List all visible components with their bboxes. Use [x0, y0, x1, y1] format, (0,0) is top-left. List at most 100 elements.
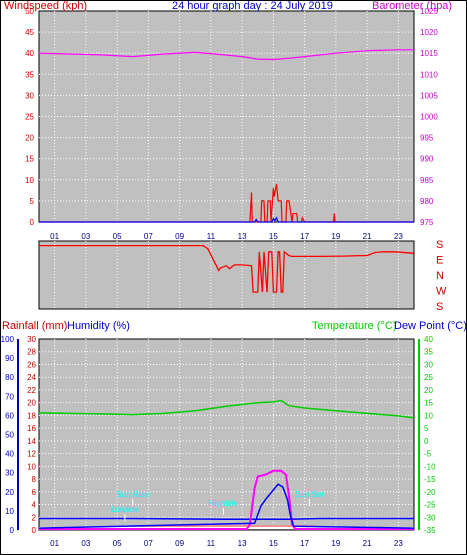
- barometer-axis-title: Barometer (hpa): [372, 0, 452, 12]
- hour-tick-label: 19: [331, 539, 340, 548]
- grid-lines: [39, 11, 414, 530]
- graph-title: 24 hour graph day : 24 July 2019: [172, 0, 333, 12]
- barometer-tick-label: 1005: [420, 91, 438, 100]
- rainfall-tick-label: 8: [32, 475, 37, 484]
- barometer-tick-label: 995: [420, 134, 434, 143]
- barometer-tick-label: 975: [420, 218, 434, 227]
- hour-tick-label: 09: [175, 232, 184, 241]
- humidity-tick-label: 100: [1, 335, 15, 344]
- temperature-tick-label: -30: [424, 513, 436, 522]
- hour-tick-label: 01: [50, 232, 59, 241]
- temperature-tick-label: 35: [424, 348, 433, 357]
- hour-tick-label: 17: [300, 539, 309, 548]
- barometer-tick-label: 1025: [420, 7, 438, 16]
- event-annotation: Sun Rise: [117, 490, 150, 499]
- hour-tick-label: 07: [144, 539, 153, 548]
- humidity-tick-label: 40: [5, 450, 14, 459]
- rainfall-tick-label: 4: [32, 501, 37, 510]
- wind-direction-line: [39, 244, 415, 293]
- windspeed-tick-label: 25: [25, 113, 34, 122]
- hour-tick-label: 21: [363, 539, 372, 548]
- humidity-tick-label: 30: [5, 469, 14, 478]
- chart-annotations: Sun Rise Lowtide Hightide Sun Set: [111, 490, 324, 521]
- wind-gust-line: [39, 216, 414, 223]
- rainfall-axis-title: Rainfall (mm): [2, 320, 67, 332]
- hour-tick-label: 03: [81, 232, 90, 241]
- humidity-tick-label: 90: [5, 354, 14, 363]
- wind-direction-label: W: [436, 286, 447, 298]
- hour-tick-label: 19: [331, 232, 340, 241]
- humidity-tick-label: 70: [5, 392, 14, 401]
- rainfall-tick-label: 20: [27, 399, 36, 408]
- temperature-line: [38, 399, 415, 419]
- rain-temp-plot-area: [38, 338, 415, 531]
- humidity-tick-label: 60: [5, 411, 14, 420]
- temperature-tick-label: 40: [424, 335, 433, 344]
- windspeed-axis-title: Windspeed (kph): [4, 0, 87, 12]
- rainfall-tick-label: 0: [32, 526, 37, 535]
- humidity-tick-label: 50: [5, 431, 14, 440]
- rainfall-tick-label: 26: [27, 360, 36, 369]
- wind-direction-label: N: [436, 270, 444, 282]
- temperature-tick-label: 0: [424, 437, 429, 446]
- humidity-secondary-line: [38, 483, 415, 529]
- windspeed-tick-label: 35: [25, 70, 34, 79]
- temperature-tick-label: -25: [424, 501, 436, 510]
- humidity-tick-label: 0: [10, 526, 15, 535]
- humidity-axis-title: Humidity (%): [67, 320, 130, 332]
- wind-direction-label: S: [436, 301, 443, 313]
- hour-tick-label: 05: [113, 539, 122, 548]
- rainfall-tick-label: 18: [27, 411, 36, 420]
- humidity-tick-label: 20: [5, 488, 14, 497]
- event-annotation: Lowtide: [111, 505, 139, 514]
- hour-tick-label: 01: [50, 539, 59, 548]
- humidity-tick-label: 10: [5, 507, 14, 516]
- axis-labels: 0510152025303540455097598098599099510001…: [1, 7, 447, 548]
- dew-point-axis-title: Dew Point (°C): [394, 320, 467, 332]
- windspeed-tick-label: 10: [25, 176, 34, 185]
- hour-tick-label: 07: [144, 232, 153, 241]
- dew-point-line: [39, 517, 414, 521]
- wind-direction-label: E: [436, 255, 443, 267]
- rainfall-tick-label: 22: [27, 386, 36, 395]
- barometer-line: [38, 49, 414, 61]
- rainfall-tick-label: 16: [27, 424, 36, 433]
- barometer-tick-label: 1020: [420, 28, 438, 37]
- rainfall-tick-label: 30: [27, 335, 36, 344]
- windspeed-tick-label: 20: [25, 134, 34, 143]
- temperature-tick-label: 10: [424, 411, 433, 420]
- barometer-tick-label: 1000: [420, 113, 438, 122]
- windspeed-tick-label: 5: [30, 197, 35, 206]
- hour-tick-label: 23: [394, 539, 403, 548]
- chart-series: [38, 49, 415, 530]
- wind-dir-plot-area: [38, 240, 415, 310]
- windspeed-tick-label: 40: [25, 49, 34, 58]
- hour-tick-label: 11: [207, 232, 216, 241]
- barometer-tick-label: 985: [420, 176, 434, 185]
- hour-tick-label: 11: [207, 539, 216, 548]
- windspeed-line: [39, 183, 414, 223]
- rainfall-tick-label: 28: [27, 348, 36, 357]
- temperature-tick-label: -35: [424, 526, 436, 535]
- humidity-line: [39, 469, 414, 530]
- hour-tick-label: 23: [394, 232, 403, 241]
- humidity-tick-label: 80: [5, 373, 14, 382]
- event-annotation: Hightide: [209, 499, 239, 508]
- hour-tick-label: 21: [363, 232, 372, 241]
- temperature-tick-label: -20: [424, 488, 436, 497]
- event-annotation: Sun Set: [295, 490, 324, 499]
- temperature-tick-label: 20: [424, 386, 433, 395]
- temperature-tick-label: -10: [424, 462, 436, 471]
- hour-tick-label: 15: [269, 539, 278, 548]
- windspeed-tick-label: 0: [30, 218, 35, 227]
- temperature-tick-label: 30: [424, 360, 433, 369]
- temperature-tick-label: -15: [424, 475, 436, 484]
- rainfall-tick-label: 6: [32, 488, 37, 497]
- rainfall-tick-label: 10: [27, 462, 36, 471]
- rainfall-tick-label: 24: [27, 373, 36, 382]
- rainfall-tick-label: 14: [27, 437, 36, 446]
- wind-direction-label: S: [436, 239, 443, 251]
- temperature-tick-label: 25: [424, 373, 433, 382]
- windspeed-tick-label: 45: [25, 28, 34, 37]
- rainfall-tick-label: 12: [27, 450, 36, 459]
